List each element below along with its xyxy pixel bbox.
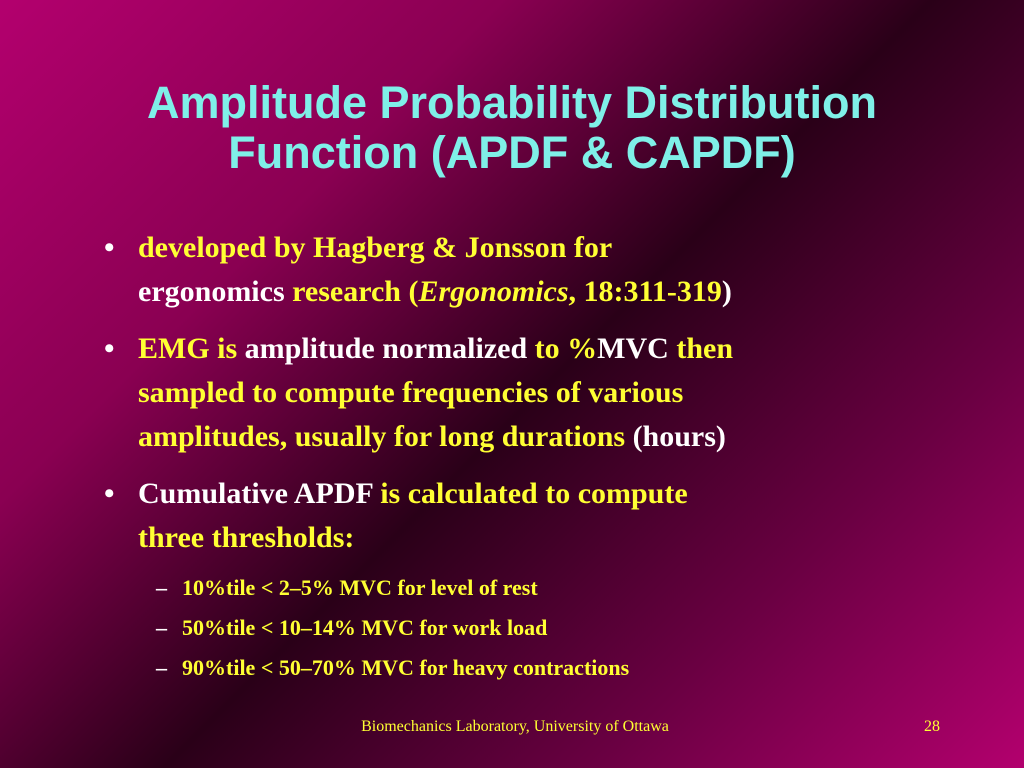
sub-bullet-heavy: – 90%tile < 50–70% MVC for heavy contrac… — [98, 653, 978, 683]
bullet-text: Cumulative APDF — [138, 477, 381, 510]
bullet-marker: • — [104, 332, 115, 365]
bullet-text: ) — [721, 275, 732, 308]
bullet-text: is calculated to compute — [380, 477, 688, 510]
slide-title: Amplitude Probability Distribution Funct… — [0, 78, 1024, 178]
bullet-text: amplitudes, usually for long durations — [138, 420, 633, 453]
bullet-text: developed by Hagberg & Jonsson for — [138, 231, 613, 264]
sub-bullet-work-load: – 50%tile < 10–14% MVC for work load — [98, 613, 978, 643]
title-line-1: Amplitude Probability Distribution — [147, 77, 877, 128]
bullet-line: amplitudes, usually for long durations (… — [138, 415, 978, 459]
sub-bullet-marker: – — [156, 655, 167, 680]
bullet-text: research ( — [292, 275, 419, 308]
bullet-line: Cumulative APDF is calculated to compute — [138, 472, 978, 516]
bullet-text: ergonomics — [138, 275, 293, 308]
bullet-text: amplitude normalized — [244, 332, 535, 365]
sub-bullet-marker: – — [156, 575, 167, 600]
title-line-2: Function (APDF & CAPDF) — [228, 127, 796, 178]
bullet-hagberg: • developed by Hagberg & Jonsson for erg… — [98, 226, 978, 314]
journal-name: Ergonomics — [418, 275, 569, 308]
bullet-text: sampled to compute frequencies of variou… — [138, 376, 684, 409]
bullet-line: three thresholds: — [138, 516, 978, 560]
bullet-line: ergonomics research (Ergonomics, 18:311-… — [138, 270, 978, 314]
bullet-text: EMG is — [138, 332, 245, 365]
bullet-text: (hours) — [632, 420, 726, 453]
sub-bullet-marker: – — [156, 615, 167, 640]
bullet-text: , 18:311-319 — [568, 275, 722, 308]
bullet-text: MVC — [597, 332, 677, 365]
sub-bullet-text: 90%tile < 50–70% MVC for heavy contracti… — [182, 655, 630, 680]
bullet-marker: • — [104, 231, 115, 264]
sub-bullet-rest: – 10%tile < 2–5% MVC for level of rest — [98, 573, 978, 603]
bullet-text: then — [676, 332, 734, 365]
footer-affiliation: Biomechanics Laboratory, University of O… — [361, 718, 669, 735]
bullet-text: to % — [534, 332, 598, 365]
bullet-text: three thresholds: — [138, 521, 355, 554]
sub-bullet-text: 10%tile < 2–5% MVC for level of rest — [182, 575, 538, 600]
bullet-line: sampled to compute frequencies of variou… — [138, 371, 978, 415]
slide-body: • developed by Hagberg & Jonsson for erg… — [98, 226, 978, 693]
bullet-line: EMG is amplitude normalized to %MVC then — [138, 327, 978, 371]
bullet-line: developed by Hagberg & Jonsson for — [138, 226, 978, 270]
bullet-cumulative: • Cumulative APDF is calculated to compu… — [98, 472, 978, 560]
bullet-emg: • EMG is amplitude normalized to %MVC th… — [98, 327, 978, 459]
page-number: 28 — [924, 718, 940, 735]
sub-bullet-text: 50%tile < 10–14% MVC for work load — [182, 615, 548, 640]
bullet-marker: • — [104, 477, 115, 510]
